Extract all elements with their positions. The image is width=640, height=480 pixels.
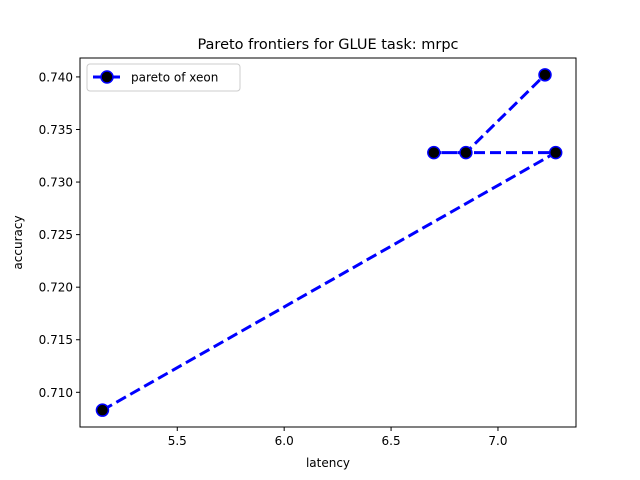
y-tick-label: 0.735 (39, 123, 73, 137)
x-axis-label: latency (306, 456, 350, 470)
data-point (427, 145, 441, 160)
y-tick-label: 0.740 (39, 70, 73, 84)
x-tick-label: 6.5 (382, 434, 401, 448)
y-tick-label: 0.720 (39, 281, 73, 295)
data-point (95, 403, 110, 417)
legend-box (86, 63, 241, 92)
y-tick-label: 0.730 (39, 176, 73, 190)
x-tick-label: 6.0 (275, 434, 294, 448)
legend-label: pareto of xeon (131, 71, 218, 85)
legend: pareto of xeon (86, 63, 241, 92)
x-tick-label: 5.5 (168, 434, 187, 448)
y-tick-label: 0.710 (39, 386, 73, 400)
y-axis-ticks: 0.710 0.715 0.720 0.725 0.730 0.735 0.740 (39, 70, 80, 400)
y-tick-label: 0.715 (39, 333, 73, 347)
chart-title: Pareto frontiers for GLUE task: mrpc (197, 37, 458, 53)
y-tick-label: 0.725 (39, 228, 73, 242)
y-axis-label: accuracy (11, 215, 25, 269)
series-layer (95, 68, 563, 417)
data-point (548, 145, 563, 160)
legend-marker (100, 70, 114, 84)
x-tick-label: 7.0 (488, 434, 507, 448)
x-axis-ticks: 5.5 6.0 6.5 7.0 (168, 427, 508, 448)
data-point (538, 68, 552, 82)
plot-background (80, 58, 576, 427)
plot-frame (79, 57, 577, 428)
data-point (459, 145, 473, 160)
plot-area (80, 58, 576, 427)
